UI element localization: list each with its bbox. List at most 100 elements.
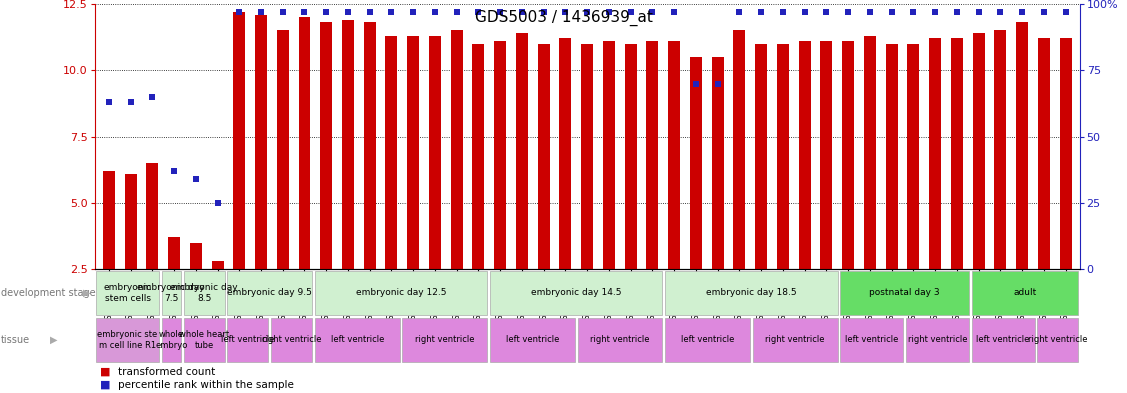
Text: embryonic
stem cells: embryonic stem cells [104,283,151,303]
Text: tissue: tissue [1,335,30,345]
Point [1013,9,1031,15]
Point [339,9,357,15]
Bar [516,33,527,269]
Point [447,9,465,15]
Text: left ventricle: left ventricle [976,336,1030,344]
Bar [341,20,354,269]
Point [230,9,248,15]
Text: right ventricle: right ventricle [1028,336,1088,344]
Text: embryonic day 14.5: embryonic day 14.5 [531,288,621,297]
Point [361,9,379,15]
Point [600,9,618,15]
Point [122,99,140,105]
Bar [665,318,751,362]
Bar [161,271,181,315]
Point [817,9,835,15]
Bar [228,271,312,315]
Bar [255,15,267,269]
Bar [184,271,224,315]
Bar [402,318,487,362]
Bar [96,318,159,362]
Text: right ventricle: right ventricle [591,336,650,344]
Point [644,9,662,15]
Text: ▶: ▶ [83,288,91,298]
Bar [364,22,375,269]
Point [730,9,748,15]
Text: left ventricle: left ventricle [681,336,735,344]
Point [796,9,814,15]
Text: ■: ■ [100,380,110,390]
Bar [864,36,876,269]
Bar [668,41,680,269]
Point [491,9,509,15]
Bar [407,36,419,269]
Bar [665,271,837,315]
Bar [624,44,637,269]
Point [992,9,1010,15]
Bar [603,41,615,269]
Point [948,9,966,15]
Text: adult: adult [1013,288,1037,297]
Text: development stage: development stage [1,288,96,298]
Bar [125,174,136,269]
Bar [228,318,268,362]
Point [295,9,313,15]
Point [252,9,270,15]
Point [513,9,531,15]
Point [1035,9,1053,15]
Point [470,9,488,15]
Point [926,9,944,15]
Text: whole
embryo: whole embryo [156,330,187,350]
Bar [1038,39,1049,269]
Point [274,9,292,15]
Text: embryonic day 18.5: embryonic day 18.5 [706,288,797,297]
Bar [272,318,312,362]
Bar [451,30,463,269]
Bar [886,44,897,269]
Bar [277,30,289,269]
Bar [161,318,181,362]
Bar [820,41,833,269]
Bar [490,318,575,362]
Text: right ventricle: right ventricle [415,336,474,344]
Text: embryonic ste
m cell line R1: embryonic ste m cell line R1 [97,330,158,350]
Text: left ventricle: left ventricle [330,336,384,344]
Bar [907,44,920,269]
Bar [1059,39,1072,269]
Bar [212,261,223,269]
Text: whole heart
tube: whole heart tube [179,330,229,350]
Text: left ventricle: left ventricle [221,336,275,344]
Text: percentile rank within the sample: percentile rank within the sample [118,380,294,390]
Bar [929,39,941,269]
Bar [1037,318,1079,362]
Point [840,9,858,15]
Bar [189,242,202,269]
Point [969,9,987,15]
Bar [711,57,724,269]
Bar [753,318,837,362]
Bar [1017,22,1028,269]
Point [534,9,552,15]
Point [861,9,879,15]
Point [426,9,444,15]
Bar [96,271,159,315]
Text: right ventricle: right ventricle [907,336,967,344]
Text: right ventricle: right ventricle [261,336,321,344]
Text: embryonic day 12.5: embryonic day 12.5 [356,288,446,297]
Point [165,168,183,174]
Bar [841,318,903,362]
Bar [973,33,985,269]
Bar [951,39,962,269]
Bar [906,318,969,362]
Text: embryonic day
8.5: embryonic day 8.5 [170,283,238,303]
Bar [429,36,441,269]
Bar [971,271,1079,315]
Point [1056,9,1074,15]
Text: GDS5003 / 1436939_at: GDS5003 / 1436939_at [474,10,653,26]
Bar [755,44,767,269]
Bar [971,318,1035,362]
Bar [299,17,310,269]
Point [187,176,205,182]
Point [317,9,335,15]
Point [686,81,704,87]
